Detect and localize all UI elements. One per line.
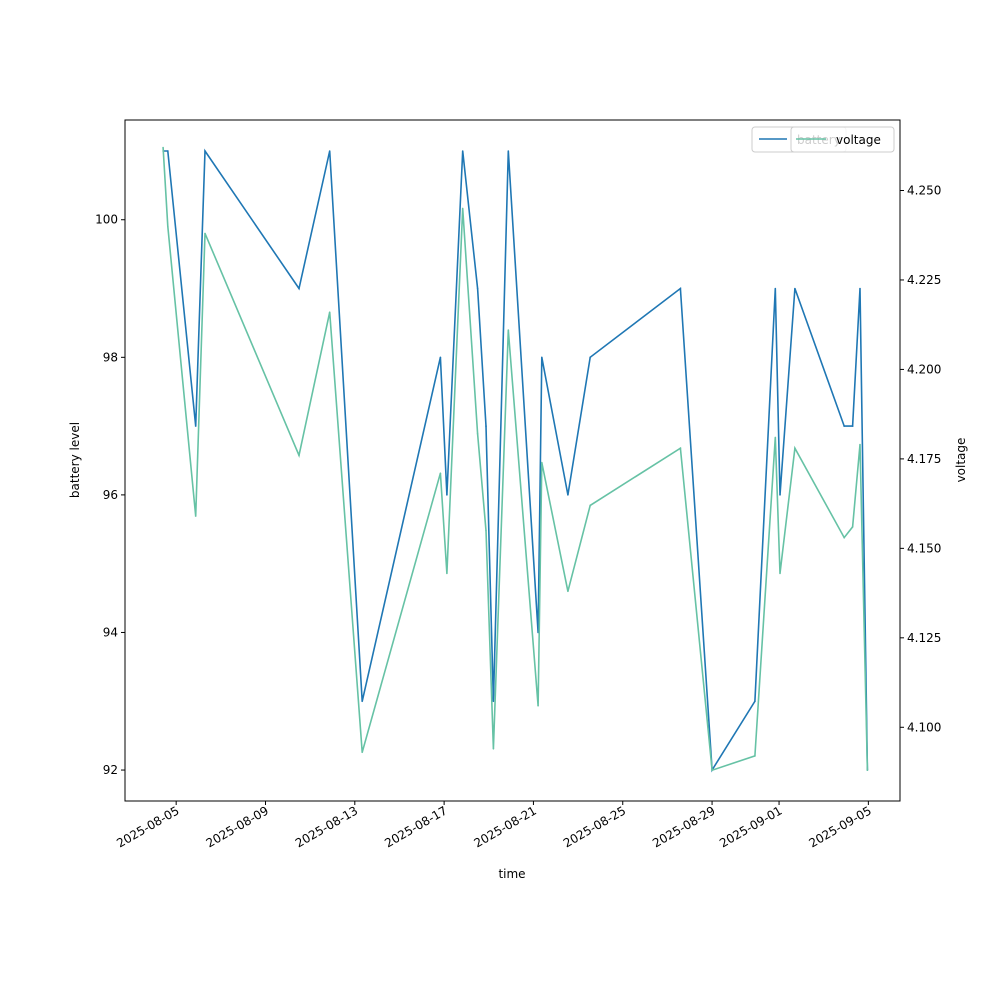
data-point-battery-18 (679, 287, 682, 290)
data-point-voltage-17 (589, 504, 591, 507)
data-point-voltage-11 (485, 529, 487, 532)
legend-voltage-label: voltage (836, 133, 881, 147)
data-point-voltage-27 (866, 769, 869, 771)
data-point-voltage-21 (774, 436, 777, 439)
data-point-battery-10 (476, 287, 479, 290)
y-right-tick-label-4: 4.200 (907, 362, 941, 376)
data-point-battery-22 (779, 494, 781, 496)
legend-voltage-box (790, 126, 895, 153)
series-line-voltage (162, 147, 869, 772)
data-point-voltage-12 (492, 748, 495, 750)
data-point-battery-9 (461, 150, 464, 152)
data-point-battery-13 (507, 150, 510, 152)
y-axis-left-label: battery level (68, 422, 82, 498)
y-left-tick-label-0: 92 (103, 763, 118, 777)
y-left-tick-label-1: 94 (103, 625, 118, 639)
y-axis-right: 4.100 4.125 4.150 4.175 4.200 4.225 4.250 (900, 183, 941, 734)
data-point-battery-25 (851, 425, 854, 427)
plot-frame (124, 119, 901, 802)
data-point-battery-23 (794, 287, 796, 290)
data-point-battery-15 (541, 356, 543, 359)
y-right-tick-label-1: 4.125 (907, 631, 941, 645)
data-point-battery-24 (843, 425, 845, 427)
data-point-voltage-22 (779, 572, 781, 575)
y-right-tick-label-6: 4.250 (907, 183, 941, 197)
y-axis-left: 92 94 96 98 100 (95, 213, 125, 777)
data-point-voltage-1 (167, 225, 169, 228)
data-point-voltage-13 (507, 329, 510, 331)
y-right-tick-label-5: 4.225 (907, 273, 941, 287)
data-point-voltage-5 (328, 311, 331, 314)
data-point-voltage-6 (361, 751, 364, 754)
series-voltage (162, 146, 869, 772)
data-point-battery-7 (439, 356, 442, 359)
y-right-tick-label-0: 4.100 (907, 720, 941, 734)
data-point-voltage-8 (446, 572, 448, 575)
data-point-battery-16 (567, 494, 569, 496)
data-point-voltage-16 (567, 590, 569, 593)
data-point-battery-26 (859, 287, 861, 290)
data-point-battery-8 (446, 494, 448, 496)
y-right-tick-label-3: 4.175 (907, 452, 941, 466)
data-point-battery-4 (298, 287, 300, 290)
y-left-tick-label-2: 96 (103, 488, 118, 502)
data-point-voltage-4 (298, 454, 300, 457)
data-point-voltage-10 (476, 433, 479, 435)
y-right-tick-label-2: 4.150 (907, 541, 941, 555)
data-point-battery-17 (589, 356, 591, 359)
data-point-voltage-0 (162, 146, 164, 149)
data-point-voltage-7 (439, 472, 442, 475)
data-point-voltage-25 (851, 526, 854, 528)
data-point-voltage-15 (541, 461, 543, 464)
y-left-tick-label-4: 100 (95, 213, 118, 227)
data-point-battery-6 (361, 700, 364, 703)
data-point-battery-20 (754, 700, 756, 703)
data-point-voltage-9 (461, 207, 464, 210)
data-point-voltage-20 (754, 755, 756, 757)
data-point-battery-21 (774, 287, 777, 290)
data-point-battery-1 (167, 150, 169, 152)
y-axis-right-label: voltage (954, 438, 968, 483)
data-point-voltage-2 (194, 515, 197, 517)
data-point-voltage-3 (204, 232, 206, 235)
data-point-voltage-19 (711, 769, 713, 771)
data-point-battery-12 (492, 700, 495, 703)
data-point-battery-11 (485, 425, 487, 427)
series-layer (162, 146, 869, 773)
data-point-battery-5 (328, 150, 331, 152)
data-point-voltage-18 (679, 447, 682, 450)
data-point-voltage-23 (794, 447, 796, 450)
x-axis-label: time (498, 867, 525, 881)
data-point-voltage-14 (537, 705, 539, 707)
data-point-battery-3 (204, 150, 206, 152)
y-left-tick-label-3: 98 (103, 350, 118, 364)
legend-voltage: voltage (790, 126, 895, 153)
series-line-battery (163, 148, 869, 773)
data-point-voltage-26 (859, 443, 861, 446)
data-point-voltage-24 (843, 536, 845, 539)
data-point-battery-2 (194, 425, 197, 427)
